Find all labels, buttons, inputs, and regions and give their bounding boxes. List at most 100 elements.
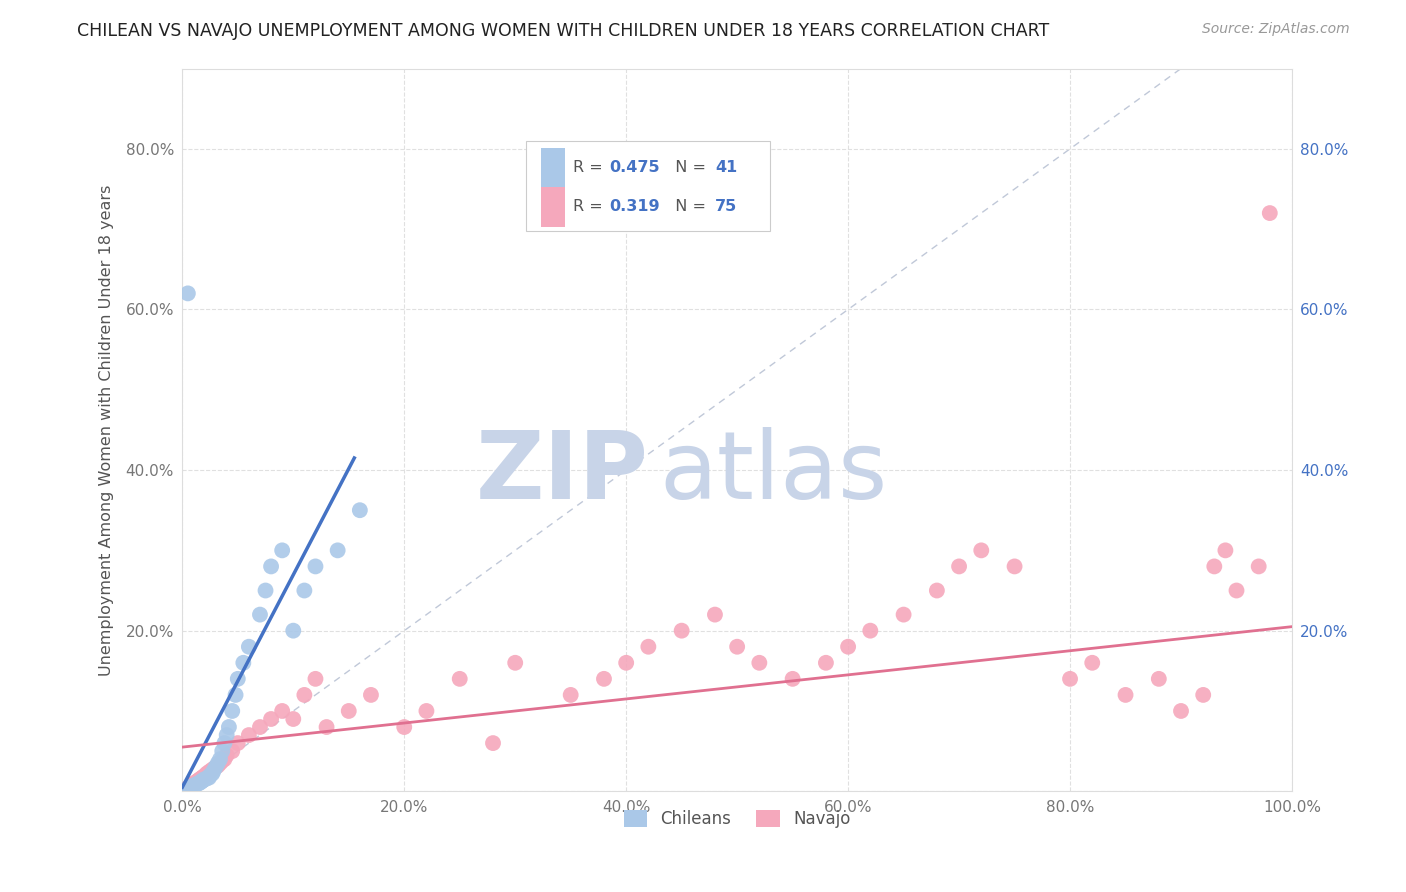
Point (1170, 704, 1192, 718)
Point (725, 640, 748, 654)
Text: 0.475: 0.475 (610, 161, 661, 175)
Point (191, 773, 214, 788)
Point (232, 656, 254, 670)
Point (214, 752, 236, 766)
Point (1147, 672, 1170, 686)
Point (283, 712, 305, 726)
Point (188, 772, 211, 787)
Point (349, 503, 371, 517)
Point (1247, 559, 1270, 574)
Point (394, 720, 416, 734)
Point (337, 704, 360, 718)
Point (226, 672, 249, 686)
Point (271, 543, 294, 558)
Point (225, 688, 247, 702)
Point (304, 559, 326, 574)
Text: 0.319: 0.319 (610, 199, 661, 214)
Point (186, 774, 208, 789)
Point (614, 656, 637, 670)
Point (188, 772, 211, 787)
Point (211, 744, 233, 758)
Point (271, 704, 294, 718)
Point (249, 720, 271, 734)
Point (748, 656, 770, 670)
Point (177, 781, 200, 796)
Point (186, 777, 208, 791)
Point (190, 772, 212, 786)
Point (1225, 583, 1247, 598)
Point (260, 712, 283, 726)
Point (174, 782, 197, 797)
Point (249, 607, 271, 622)
Point (1059, 672, 1081, 686)
Point (1081, 656, 1104, 670)
Point (704, 607, 727, 622)
Point (202, 762, 225, 776)
Point (211, 754, 233, 768)
Point (482, 736, 505, 750)
Text: R =: R = (572, 199, 607, 214)
Point (183, 776, 205, 790)
Point (174, 782, 197, 797)
Point (207, 756, 229, 771)
Point (326, 543, 349, 558)
Point (221, 704, 243, 718)
Text: ZIP: ZIP (475, 427, 648, 519)
Point (260, 559, 283, 574)
Point (415, 704, 437, 718)
Text: R =: R = (572, 161, 607, 175)
Point (292, 688, 315, 702)
Point (188, 775, 211, 789)
Point (948, 559, 970, 574)
Point (177, 780, 200, 795)
Point (193, 772, 215, 787)
Legend: Chileans, Navajo: Chileans, Navajo (617, 804, 858, 835)
Point (202, 764, 225, 779)
Point (193, 772, 215, 787)
Point (179, 780, 201, 794)
Point (215, 748, 238, 763)
Point (180, 780, 202, 795)
Point (814, 656, 837, 670)
Point (198, 771, 221, 785)
Point (837, 640, 859, 654)
Point (204, 760, 226, 774)
Point (179, 780, 201, 795)
Point (315, 720, 337, 734)
Point (283, 624, 305, 638)
Point (782, 672, 804, 686)
Point (190, 774, 212, 789)
Point (292, 583, 315, 598)
Text: N =: N = (665, 161, 711, 175)
Point (1004, 559, 1026, 574)
Point (221, 744, 243, 758)
Point (503, 656, 526, 670)
Point (201, 766, 224, 780)
Point (184, 778, 207, 792)
Point (193, 769, 215, 783)
Point (195, 772, 218, 786)
Point (970, 543, 993, 558)
Point (593, 672, 616, 686)
Point (1215, 543, 1237, 558)
Point (637, 640, 659, 654)
Text: CHILEAN VS NAVAJO UNEMPLOYMENT AMONG WOMEN WITH CHILDREN UNDER 18 YEARS CORRELAT: CHILEAN VS NAVAJO UNEMPLOYMENT AMONG WOM… (77, 22, 1050, 40)
Point (176, 781, 198, 796)
Point (360, 688, 382, 702)
Text: N =: N = (665, 199, 711, 214)
Point (184, 775, 207, 789)
Point (238, 640, 260, 654)
Point (215, 728, 238, 742)
Text: atlas: atlas (659, 427, 887, 519)
Point (218, 720, 240, 734)
Point (177, 780, 200, 795)
Point (560, 688, 582, 702)
Point (183, 777, 205, 791)
Point (181, 778, 204, 792)
Point (1192, 688, 1215, 702)
Text: 75: 75 (716, 199, 737, 214)
Y-axis label: Unemployment Among Women with Children Under 18 years: Unemployment Among Women with Children U… (100, 185, 114, 675)
Point (198, 768, 221, 782)
Point (183, 779, 205, 793)
Point (181, 780, 204, 794)
